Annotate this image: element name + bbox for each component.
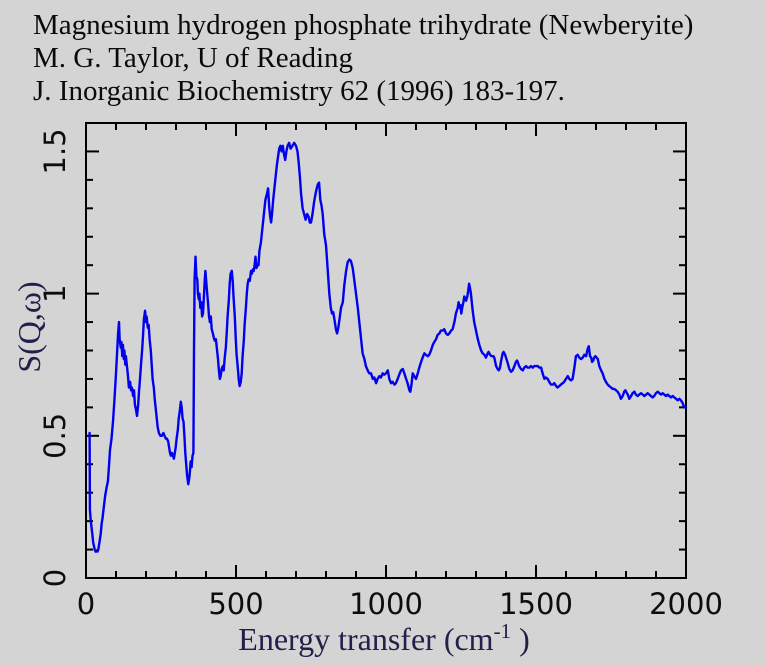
spectrum-curve-group [88,141,688,553]
x-tick-label: 0 [77,587,95,621]
y-tick-label: 1 [38,284,72,302]
caption-line-reference: J. Inorganic Biochemistry 62 (1996) 183-… [33,75,565,107]
caption-line-compound: Magnesium hydrogen phosphate trihydrate … [33,9,694,41]
plot-box [85,122,687,579]
x-axis-tick-labels: 0 500 1000 1500 2000 [77,587,723,621]
x-tick-label: 1000 [349,587,423,621]
x-axis-title-close: ) [511,621,530,657]
x-axis-title-main: Energy transfer (cm [238,621,493,657]
spectrum-curve [88,141,688,553]
y-tick-label: 1.5 [38,128,72,174]
x-axis-title: Energy transfer (cm-1 ) [238,619,529,657]
y-tick-label: 0.5 [38,413,72,459]
x-axis-title-superscript: -1 [494,619,512,643]
caption-line-author: M. G. Taylor, U of Reading [33,42,354,74]
y-axis-tick-labels: 0 0.5 1 1.5 [38,128,72,587]
x-tick-label: 2000 [649,587,723,621]
y-axis-title: S(Q,ω) [11,281,47,372]
x-tick-label: 1500 [499,587,573,621]
x-tick-label: 500 [208,587,263,621]
y-tick-label: 0 [38,569,72,587]
figure-caption-block: Magnesium hydrogen phosphate trihydrate … [33,9,765,108]
axis-ticks [85,123,687,579]
